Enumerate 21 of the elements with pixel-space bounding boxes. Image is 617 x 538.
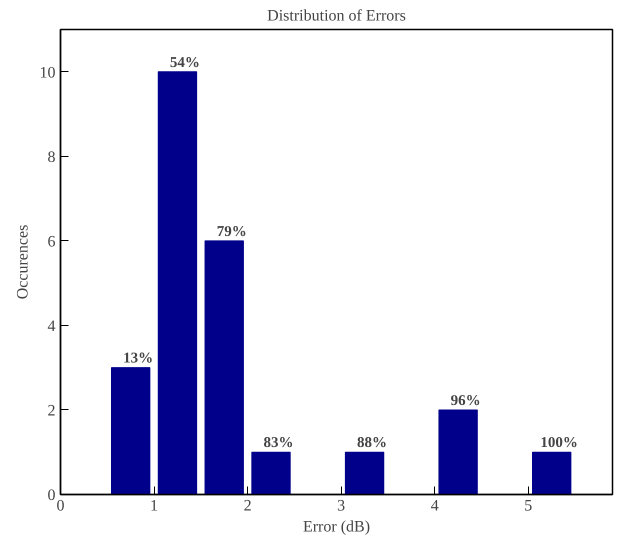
y-tick-label: 0	[48, 487, 56, 504]
annotation: 88%	[357, 435, 388, 452]
annotation: 13%	[123, 350, 154, 367]
y-axis-title: Occurences	[14, 224, 32, 300]
x-tick-label: 5	[524, 498, 532, 514]
y-tick-label: 4	[48, 318, 56, 335]
annotation: 79%	[216, 224, 247, 240]
x-tick-label: 4	[430, 498, 439, 514]
y-tick-label: 10	[40, 64, 56, 82]
x-tick-label: 2	[244, 498, 252, 514]
x-axis-title: Error (dB)	[302, 518, 370, 536]
annotation: 100%	[540, 435, 578, 452]
chart-title: Distribution of Errors	[267, 8, 406, 24]
annotation: 54%	[170, 54, 200, 71]
x-tick-label: 3	[337, 498, 346, 514]
y-tick-label: 8	[48, 148, 56, 166]
y-tick-label: 2	[48, 402, 56, 420]
annotation: 96%	[450, 392, 481, 409]
annotation: 83%	[263, 435, 294, 452]
y-tick-label: 6	[48, 233, 56, 250]
x-tick-label: 1	[150, 498, 158, 514]
